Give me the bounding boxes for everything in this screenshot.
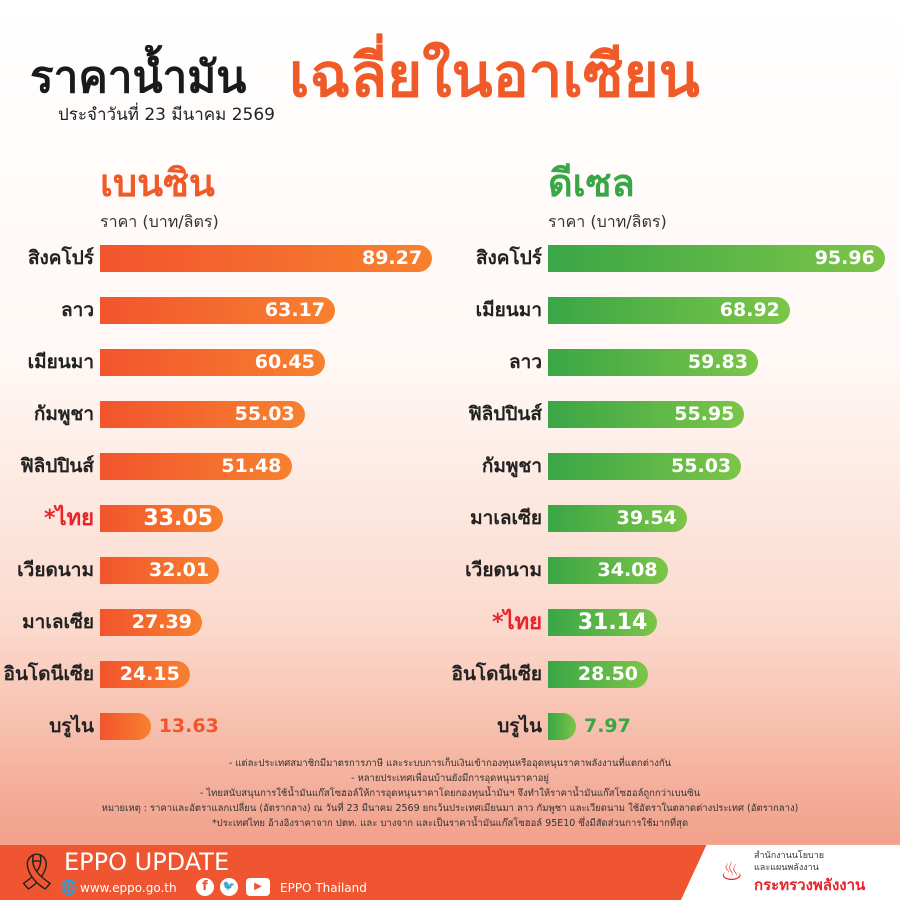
flame-logo-icon: ♨ <box>720 857 744 887</box>
bar: 55.03 <box>100 401 305 428</box>
note: - แต่ละประเทศสมาชิกมีมาตรการภาษี และระบบ… <box>228 758 672 769</box>
bar: 68.92 <box>548 297 790 324</box>
value-label: 28.50 <box>577 663 639 685</box>
bar: 59.83 <box>548 349 758 376</box>
category-label: เมียนมา <box>27 351 94 373</box>
bar: 24.15 <box>100 661 190 688</box>
category-label: *ไทย <box>44 506 94 531</box>
category-label: สิงคโปร์ <box>475 247 542 269</box>
category-label: *ไทย <box>492 610 542 635</box>
value-label: 89.27 <box>361 247 423 269</box>
footer: 🎗 EPPO UPDATE 🌐 www.eppo.go.th f 🐦 ▶ EPP… <box>0 843 900 902</box>
bar: 63.17 <box>100 297 335 324</box>
diesel-title: ดีเซล <box>548 161 635 205</box>
gasoline-title: เบนซิน <box>100 161 215 205</box>
footer-brand: EPPO UPDATE <box>64 848 230 876</box>
category-label: มาเลเซีย <box>22 611 94 633</box>
category-label: บรูไน <box>49 715 94 737</box>
category-label: กัมพูชา <box>481 455 542 477</box>
org-logo-panel: ♨ สำนักงานนโยบาย และแผนพลังงาน กระทรวงพล… <box>680 845 900 902</box>
bar: 60.45 <box>100 349 325 376</box>
org-line1: สำนักงานนโยบาย <box>754 851 825 861</box>
bar: 55.95 <box>548 401 745 428</box>
category-label: ฟิลิปปินส์ <box>20 455 94 477</box>
value-label: 13.63 <box>158 715 219 737</box>
category-label: อินโดนีเซีย <box>451 663 542 685</box>
globe-icon: 🌐 <box>60 880 78 896</box>
category-label: ลาว <box>509 351 542 373</box>
category-label: เวียดนาม <box>17 559 94 581</box>
category-label: อินโดนีเซีย <box>3 663 94 685</box>
value-label: 55.03 <box>671 455 732 477</box>
value-label: 34.08 <box>597 559 658 581</box>
title-row: ราคาน้ำมัน ประจำวันที่ 23 มีนาคม 2569 เฉ… <box>30 36 890 126</box>
value-label: 63.17 <box>264 299 325 321</box>
gasoline-unit: ราคา (บาท/ลิตร) <box>100 212 219 231</box>
value-label: 27.39 <box>131 611 192 633</box>
value-label: 60.45 <box>254 351 315 373</box>
category-label: กัมพูชา <box>33 403 94 425</box>
bar <box>548 713 576 740</box>
org-line2: และแผนพลังงาน <box>754 863 819 873</box>
category-label: ฟิลิปปินส์ <box>468 403 542 425</box>
youtube-icon[interactable]: ▶ <box>246 878 270 896</box>
bar: 55.03 <box>548 453 742 480</box>
value-label: 33.05 <box>143 506 213 531</box>
social-name: EPPO Thailand <box>280 881 367 895</box>
bar: 95.96 <box>548 245 885 272</box>
twitter-icon[interactable]: 🐦 <box>220 878 238 896</box>
value-label: 59.83 <box>687 351 748 373</box>
bar <box>100 713 151 740</box>
value-label: 55.95 <box>674 403 735 425</box>
value-label: 95.96 <box>814 247 875 269</box>
note: - หลายประเทศเพื่อนบ้านยังมีการอุดหนุนราค… <box>351 773 549 784</box>
category-label: เวียดนาม <box>465 559 542 581</box>
note: - ไทยสนับสนุนการใช้น้ำมันแก๊สโซฮอล์ให้กา… <box>199 788 701 799</box>
bar: 51.48 <box>100 453 292 480</box>
bar: 39.54 <box>548 505 687 532</box>
value-label: 51.48 <box>221 455 282 477</box>
bar: 27.39 <box>100 609 202 636</box>
value-label: 55.03 <box>234 403 295 425</box>
note: *ประเทศไทย อ้างอิงราคาจาก ปตท. และ บางจา… <box>211 818 689 829</box>
website-link[interactable]: www.eppo.go.th <box>80 881 177 895</box>
ribbon-icon: 🎗 <box>14 852 60 893</box>
facebook-icon[interactable]: f <box>196 878 214 896</box>
value-label: 7.97 <box>583 715 631 737</box>
bar: 89.27 <box>100 245 433 272</box>
bar: 32.01 <box>100 557 220 584</box>
category-label: มาเลเซีย <box>470 507 542 529</box>
footnotes: - แต่ละประเทศสมาชิกมีมาตรการภาษี และระบบ… <box>0 756 900 831</box>
ministry-name: กระทรวงพลังงาน <box>754 876 866 894</box>
value-label: 24.15 <box>119 663 180 685</box>
date-label: ประจำวันที่ 23 มีนาคม 2569 <box>58 105 275 125</box>
bar: 31.14 <box>548 609 658 636</box>
diesel-unit: ราคา (บาท/ลิตร) <box>548 212 667 231</box>
bar: 34.08 <box>548 557 668 584</box>
value-label: 39.54 <box>616 507 677 529</box>
value-label: 68.92 <box>719 299 780 321</box>
bar: 33.05 <box>100 505 223 532</box>
category-label: ลาว <box>61 299 94 321</box>
category-label: เมียนมา <box>475 299 542 321</box>
category-label: สิงคโปร์ <box>27 247 94 269</box>
bar: 28.50 <box>548 661 649 688</box>
category-label: บรูไน <box>497 715 542 737</box>
title-highlight: เฉลี่ยในอาเซียน <box>289 41 700 111</box>
value-label: 32.01 <box>148 559 210 581</box>
title-left: ราคาน้ำมัน ประจำวันที่ 23 มีนาคม 2569 <box>30 36 275 126</box>
value-label: 31.14 <box>577 610 648 635</box>
note: หมายเหตุ : ราคาและอัตราแลกเปลี่ยน (อัตรา… <box>101 803 799 814</box>
title-main: ราคาน้ำมัน <box>30 52 247 103</box>
